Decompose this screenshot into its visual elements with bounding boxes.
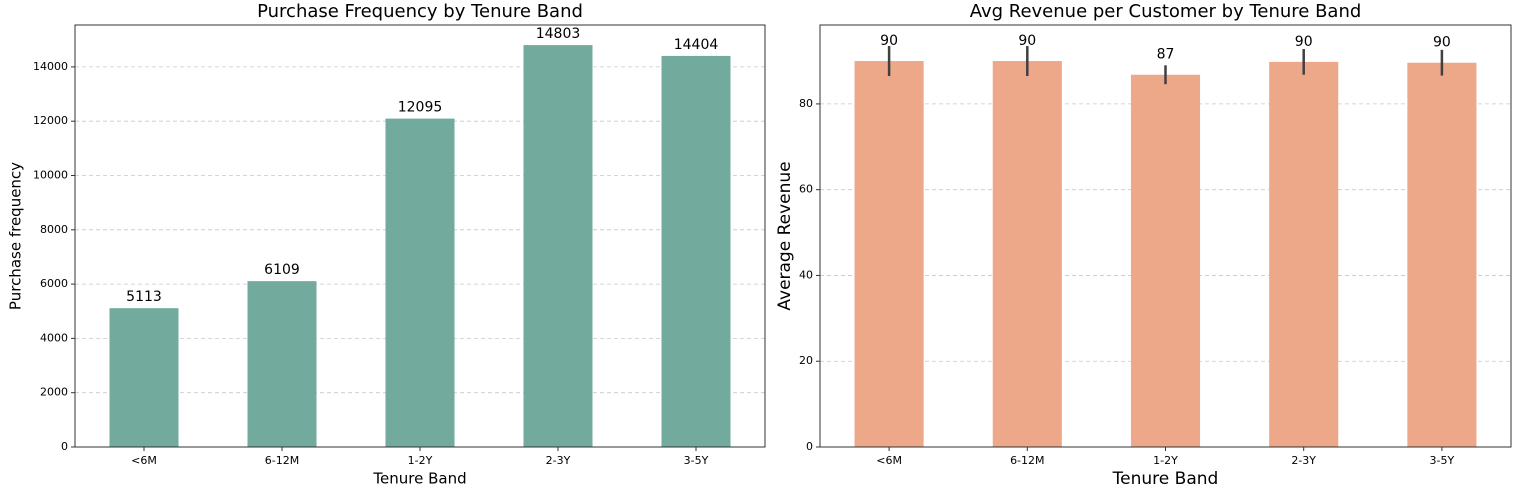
y-tick-label: 2000 <box>40 386 68 399</box>
x-axis-label: Tenure Band <box>372 470 466 488</box>
bar <box>661 55 731 447</box>
bar <box>247 281 317 447</box>
y-tick-label: 12000 <box>33 114 68 127</box>
x-tick-label: 2-3Y <box>1291 454 1316 467</box>
bar <box>523 45 593 447</box>
bar <box>1269 61 1339 448</box>
bar <box>854 61 924 448</box>
bar <box>385 118 455 448</box>
y-tick-label: 4000 <box>40 331 68 344</box>
x-tick-label: 6-12M <box>265 454 299 467</box>
x-tick-label: 3-5Y <box>1430 454 1455 467</box>
bar <box>1130 74 1201 447</box>
value-label: 6109 <box>264 262 300 278</box>
value-label: 14803 <box>536 26 581 42</box>
bar <box>1407 62 1477 447</box>
y-axis-label: Purchase frequency <box>7 162 25 310</box>
value-label: 14404 <box>674 37 719 53</box>
bar <box>992 61 1062 448</box>
y-tick-label: 20 <box>799 354 813 367</box>
value-label: 90 <box>880 33 898 49</box>
x-tick-label: 3-5Y <box>684 454 709 467</box>
value-label: 90 <box>1018 33 1036 49</box>
chart-title: Avg Revenue per Customer by Tenure Band <box>970 1 1362 22</box>
x-tick-label: 6-12M <box>1010 454 1044 467</box>
y-tick-label: 60 <box>799 183 813 196</box>
y-tick-label: 14000 <box>33 60 68 73</box>
value-label: 12095 <box>398 100 443 116</box>
x-tick-label: <6M <box>131 454 157 467</box>
y-tick-label: 80 <box>799 97 813 110</box>
y-tick-label: 0 <box>61 440 68 453</box>
value-label: 87 <box>1157 47 1175 63</box>
plot-frame <box>819 24 1512 448</box>
y-tick-label: 0 <box>806 440 813 453</box>
chart-title: Purchase Frequency by Tenure Band <box>257 1 583 22</box>
x-tick-label: 2-3Y <box>546 454 571 467</box>
y-tick-label: 40 <box>799 268 813 281</box>
value-label: 5113 <box>126 289 162 305</box>
y-tick-label: 6000 <box>40 277 68 290</box>
bar <box>109 308 179 447</box>
x-tick-label: <6M <box>876 454 902 467</box>
value-label: 90 <box>1433 35 1451 51</box>
x-tick-label: 1-2Y <box>408 454 433 467</box>
x-axis-label: Tenure Band <box>1112 469 1219 489</box>
y-axis-label: Average Revenue <box>775 161 795 310</box>
x-tick-label: 1-2Y <box>1153 454 1178 467</box>
y-tick-label: 10000 <box>33 168 68 181</box>
plot-frame <box>74 24 766 448</box>
y-tick-label: 8000 <box>40 223 68 236</box>
value-label: 90 <box>1295 34 1313 50</box>
